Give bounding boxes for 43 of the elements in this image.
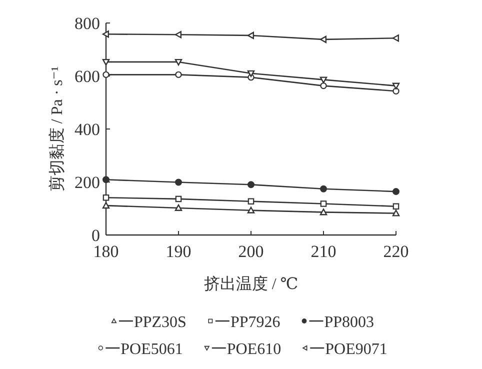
point <box>392 34 399 42</box>
point <box>102 30 109 38</box>
point <box>392 203 400 210</box>
x-tick-label: 200 <box>238 242 264 261</box>
point <box>175 196 182 202</box>
point <box>392 82 400 90</box>
point <box>247 70 255 77</box>
x-tick-label: 220 <box>383 242 409 261</box>
point <box>320 185 327 192</box>
point <box>320 82 327 90</box>
point <box>174 58 182 66</box>
point <box>320 36 326 44</box>
point <box>175 71 182 78</box>
point <box>392 210 400 216</box>
y-tick-label: 0 <box>92 226 100 245</box>
point <box>247 32 254 40</box>
x-axis-title: 挤出温度 / ℃ <box>204 275 298 293</box>
y-axis-title: 剪切黏度 / Pa · s⁻¹ <box>48 66 66 192</box>
legend-label: PP7926 <box>230 314 280 331</box>
point <box>102 194 110 201</box>
point <box>320 200 327 207</box>
y-tick-label: 200 <box>74 173 100 192</box>
point <box>174 31 182 38</box>
point <box>248 181 254 188</box>
y-tick-label: 800 <box>74 14 100 33</box>
point <box>174 204 182 211</box>
point <box>175 178 182 186</box>
legend-label: PPZ30S <box>134 314 186 331</box>
point <box>392 88 400 94</box>
legend-label: POE5061 <box>120 341 183 358</box>
point <box>320 76 328 84</box>
y-tick-label: 600 <box>74 67 100 86</box>
point <box>392 188 400 196</box>
point <box>248 198 254 204</box>
x-tick-label: 210 <box>310 242 336 261</box>
x-tick-label: 190 <box>166 242 192 261</box>
legend-label: POE610 <box>226 341 282 358</box>
x-tick-label: 180 <box>93 242 119 261</box>
point <box>247 206 255 214</box>
legend-label: PP8003 <box>324 314 374 331</box>
point <box>320 208 328 216</box>
legend-label: POE9071 <box>325 341 388 358</box>
y-tick-label: 400 <box>74 120 100 139</box>
